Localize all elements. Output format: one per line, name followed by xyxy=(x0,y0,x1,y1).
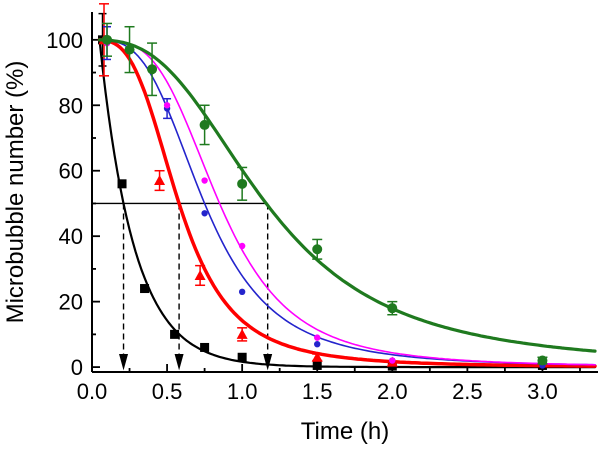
series-magenta-circles xyxy=(98,39,596,366)
data-point-circle xyxy=(147,64,158,75)
svg-text:2.0: 2.0 xyxy=(377,379,408,404)
tick-labels: 0.0 0.5 1.0 1.5 2.0 2.5 3.0 0 20 40 60 80 100 xyxy=(46,28,557,404)
data-point-circle xyxy=(163,102,171,109)
data-point-circle xyxy=(199,119,210,130)
data-point-square xyxy=(200,342,210,352)
tick-marks xyxy=(91,38,581,372)
svg-text:80: 80 xyxy=(59,93,83,118)
data-point-triangle xyxy=(194,269,206,280)
data-point-square xyxy=(117,179,127,189)
data-point-circle xyxy=(201,177,208,184)
svg-text:0.0: 0.0 xyxy=(77,379,108,404)
data-point-square xyxy=(170,329,180,339)
data-point-circle xyxy=(238,242,246,250)
data-point-circle xyxy=(389,357,396,364)
svg-text:100: 100 xyxy=(46,28,83,53)
data-point-square xyxy=(140,284,150,294)
svg-text:0: 0 xyxy=(71,355,83,380)
axes xyxy=(91,12,598,373)
data-point-circle xyxy=(201,210,208,217)
data-point-circle xyxy=(102,34,113,45)
svg-text:1.0: 1.0 xyxy=(227,379,258,404)
data-point-triangle xyxy=(311,351,323,362)
data-point-circle xyxy=(238,288,246,296)
series-red-triangles xyxy=(97,3,597,368)
series-blue-circles xyxy=(98,25,596,369)
svg-text:3.0: 3.0 xyxy=(527,379,558,404)
data-point-circle xyxy=(314,334,321,341)
svg-text:0.5: 0.5 xyxy=(152,379,183,404)
data-point-circle xyxy=(537,355,548,366)
data-point-circle xyxy=(312,244,323,255)
data-point-circle xyxy=(237,178,248,189)
svg-text:20: 20 xyxy=(59,290,83,315)
data-point-square xyxy=(312,360,322,370)
data-point-triangle xyxy=(236,328,248,339)
data-point-triangle xyxy=(154,175,166,186)
data-point-circle xyxy=(314,340,321,348)
series-green-circles xyxy=(97,22,597,366)
half-life-annotations xyxy=(92,202,273,371)
svg-text:2.5: 2.5 xyxy=(452,379,483,404)
series-black-squares xyxy=(98,12,597,371)
svg-text:60: 60 xyxy=(59,159,83,184)
data-point-square xyxy=(237,352,247,362)
data-point-circle xyxy=(387,303,398,314)
data-point-circle xyxy=(124,44,135,55)
svg-text:40: 40 xyxy=(59,224,83,249)
svg-text:1.5: 1.5 xyxy=(302,379,333,404)
